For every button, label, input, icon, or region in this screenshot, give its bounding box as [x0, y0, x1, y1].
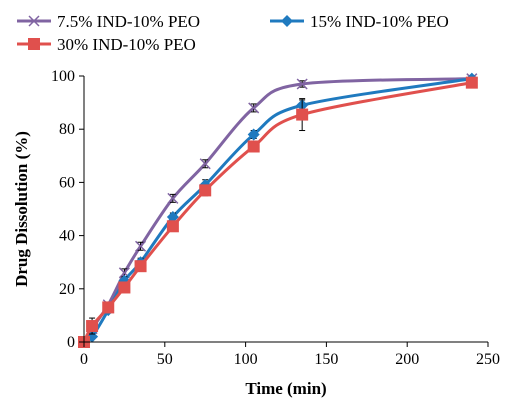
y-tick-label: 100	[51, 68, 75, 85]
y-tick-label: 20	[59, 281, 75, 298]
y-tick-label: 60	[59, 174, 75, 191]
data-point-stroke	[167, 192, 179, 204]
legend-marker-stroke	[28, 15, 40, 27]
data-point-stroke	[296, 78, 308, 90]
legend-label: 30% IND-10% PEO	[57, 35, 196, 54]
y-axis-title: Drug Dissolution (%)	[12, 131, 31, 287]
axes	[83, 76, 488, 343]
y-tick-label: 80	[59, 121, 75, 138]
data-point	[135, 240, 147, 252]
data-point-stroke	[135, 240, 147, 252]
data-point	[199, 184, 212, 197]
legend-item: 30% IND-10% PEO	[17, 35, 196, 54]
x-tick-label: 100	[234, 351, 258, 368]
data-point	[248, 102, 260, 114]
legend-item: 7.5% IND-10% PEO	[17, 12, 200, 31]
legend-marker	[28, 15, 40, 27]
data-point	[102, 301, 115, 314]
x-tick-label: 150	[314, 351, 338, 368]
legend-item: 15% IND-10% PEO	[270, 12, 449, 31]
series-2	[78, 76, 478, 348]
y-tick-label: 40	[59, 228, 75, 245]
legend: 7.5% IND-10% PEO 15% IND-10% PEO 30% IND-1…	[17, 12, 449, 54]
series-layer	[78, 72, 478, 348]
series-line	[82, 81, 473, 343]
legend-marker	[281, 15, 293, 27]
data-point	[199, 158, 211, 170]
y-tick-label: 0	[67, 334, 75, 351]
x-tick-label: 50	[157, 351, 173, 368]
x-tick-label: 250	[476, 351, 500, 368]
x-tick-label: 0	[80, 351, 88, 368]
series-line	[83, 77, 473, 344]
data-point	[166, 210, 179, 223]
x-axis-title: Time (min)	[245, 379, 326, 398]
legend-label: 7.5% IND-10% PEO	[57, 12, 200, 31]
data-point	[86, 320, 99, 333]
legend-label: 15% IND-10% PEO	[310, 12, 449, 31]
data-point	[166, 220, 179, 233]
data-point-stroke	[248, 102, 260, 114]
data-point	[465, 76, 478, 89]
legend-marker	[28, 38, 40, 50]
data-point	[134, 260, 147, 273]
data-point	[167, 192, 179, 204]
data-point	[247, 140, 260, 153]
ticks: 0 50 100 150 200 250 0 20 40 60 80 100	[51, 68, 500, 368]
series-line	[82, 77, 472, 343]
data-point	[247, 128, 260, 141]
data-point-stroke	[199, 158, 211, 170]
x-tick-label: 200	[395, 351, 419, 368]
data-point	[118, 281, 131, 294]
data-point-stroke	[118, 267, 130, 279]
series-1	[78, 72, 478, 348]
data-point	[296, 108, 309, 121]
data-point	[296, 78, 308, 90]
